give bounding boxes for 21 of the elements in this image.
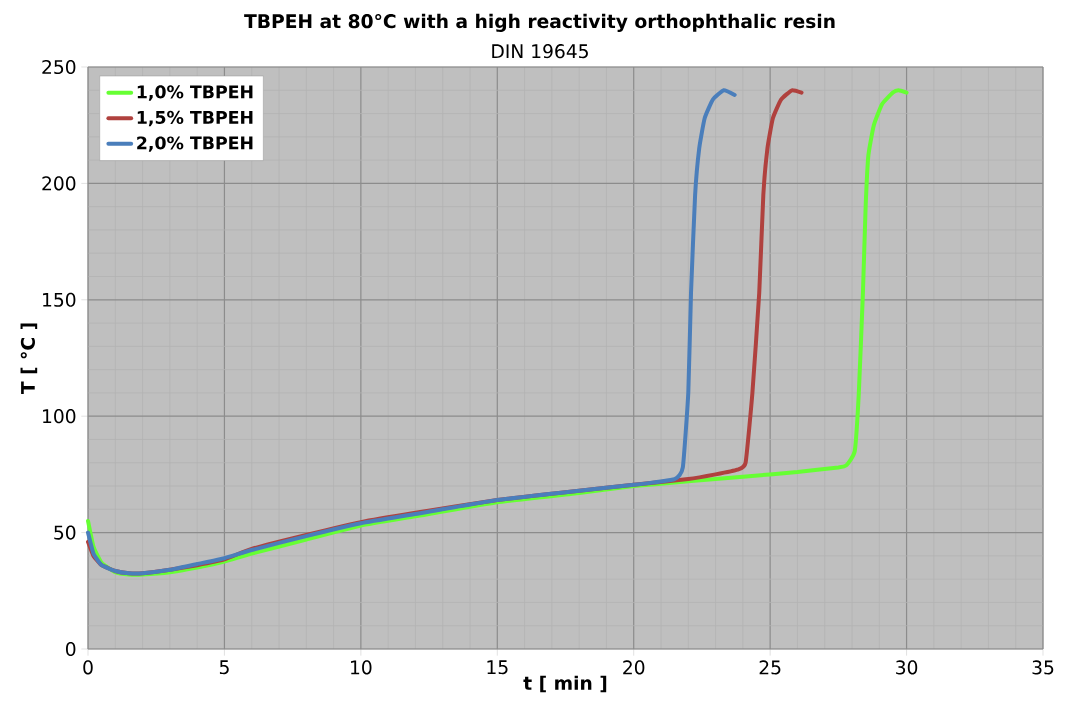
y-tick-label: 200 [42, 176, 76, 191]
chart-subtitle: DIN 19645 [492, 44, 588, 59]
x-tick-label: 10 [351, 660, 372, 675]
x-tick-label: 5 [219, 660, 229, 675]
x-tick-label: 0 [83, 660, 93, 675]
chart-title: TBPEH at 80°C with a high reactivity orthophthalic resin [244, 13, 835, 33]
x-tick-label: 15 [487, 660, 508, 675]
x-tick-label: 20 [623, 660, 645, 675]
x-tick-label: 30 [896, 660, 918, 675]
y-tick-label: 50 [54, 525, 76, 540]
y-tick-label: 250 [42, 59, 76, 75]
legend-label: 1,5% TBPEH [137, 110, 253, 127]
legend-label: 1,0% TBPEH [137, 85, 253, 101]
x-tick-label: 25 [759, 660, 781, 675]
y-tick-label: 150 [43, 292, 76, 307]
y-tick-label: 100 [43, 409, 76, 424]
x-tick-label: 35 [1032, 660, 1054, 675]
y-axis-title: T [ °C ] [20, 323, 38, 395]
legend-label: 2,0% TBPEH [137, 136, 253, 152]
y-tick-label: 0 [65, 641, 76, 657]
x-axis-title: t [ min ] [523, 675, 607, 693]
